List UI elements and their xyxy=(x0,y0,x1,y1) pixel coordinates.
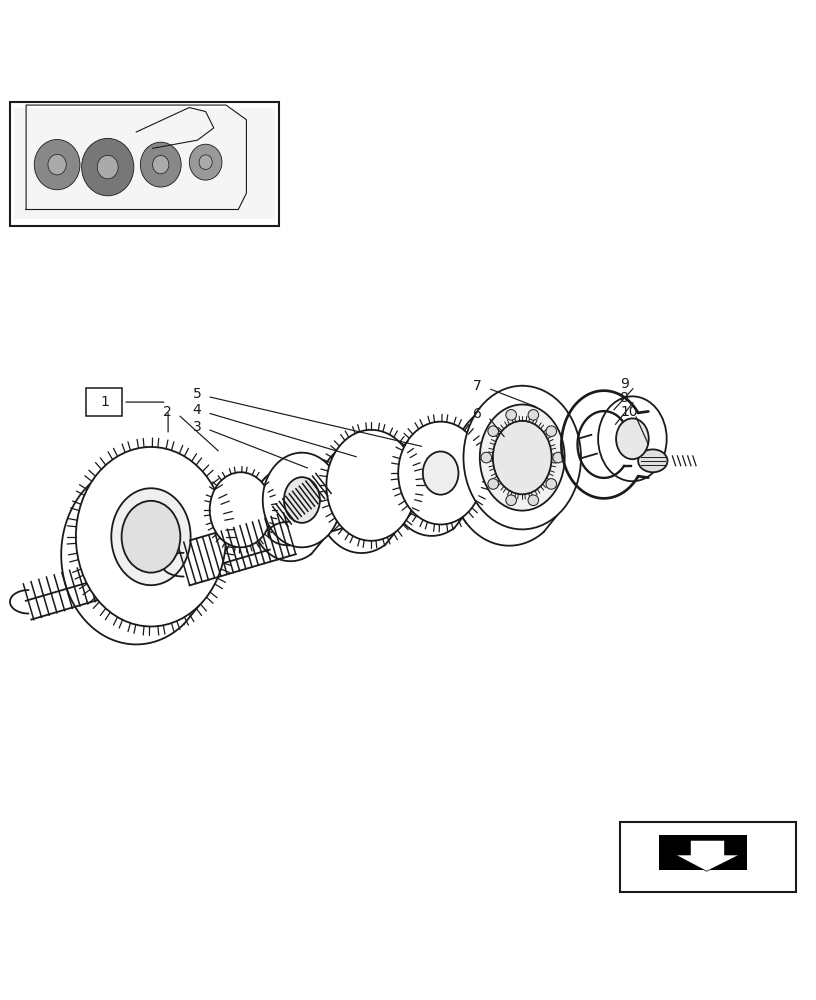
Circle shape xyxy=(546,426,557,436)
Ellipse shape xyxy=(210,472,272,547)
Ellipse shape xyxy=(111,488,191,585)
Ellipse shape xyxy=(598,396,667,481)
Text: 1: 1 xyxy=(100,395,109,409)
Text: 5: 5 xyxy=(193,387,202,401)
Ellipse shape xyxy=(122,501,180,573)
Circle shape xyxy=(528,410,539,420)
Text: 9: 9 xyxy=(620,377,629,391)
Text: 2: 2 xyxy=(163,405,172,419)
Ellipse shape xyxy=(189,144,222,180)
Text: 3: 3 xyxy=(193,420,202,434)
Ellipse shape xyxy=(423,451,459,495)
Ellipse shape xyxy=(140,142,181,187)
Ellipse shape xyxy=(34,139,80,190)
Text: 6: 6 xyxy=(473,407,482,421)
Ellipse shape xyxy=(263,453,341,547)
Bar xyxy=(14,108,275,219)
Ellipse shape xyxy=(480,405,565,511)
Text: 7: 7 xyxy=(473,379,482,393)
Ellipse shape xyxy=(48,154,66,175)
Ellipse shape xyxy=(463,386,581,529)
Circle shape xyxy=(506,410,517,420)
Text: 10: 10 xyxy=(620,405,638,419)
Ellipse shape xyxy=(82,138,134,196)
Ellipse shape xyxy=(616,418,649,459)
Ellipse shape xyxy=(97,155,118,179)
Ellipse shape xyxy=(199,155,212,170)
Ellipse shape xyxy=(493,421,552,494)
Circle shape xyxy=(488,479,499,489)
Circle shape xyxy=(553,452,563,463)
Polygon shape xyxy=(676,840,739,871)
Circle shape xyxy=(481,452,491,463)
Text: 8: 8 xyxy=(620,391,629,405)
Ellipse shape xyxy=(326,430,416,541)
Bar xyxy=(10,102,279,226)
Circle shape xyxy=(528,495,539,506)
Circle shape xyxy=(488,426,499,436)
Bar xyxy=(659,835,747,870)
Ellipse shape xyxy=(76,447,226,626)
Circle shape xyxy=(546,479,557,489)
Circle shape xyxy=(506,495,517,506)
Ellipse shape xyxy=(284,477,320,523)
Ellipse shape xyxy=(153,155,169,174)
Ellipse shape xyxy=(638,449,667,472)
Bar xyxy=(620,822,796,892)
Text: 4: 4 xyxy=(193,403,202,417)
Ellipse shape xyxy=(398,422,483,524)
FancyBboxPatch shape xyxy=(86,388,122,416)
